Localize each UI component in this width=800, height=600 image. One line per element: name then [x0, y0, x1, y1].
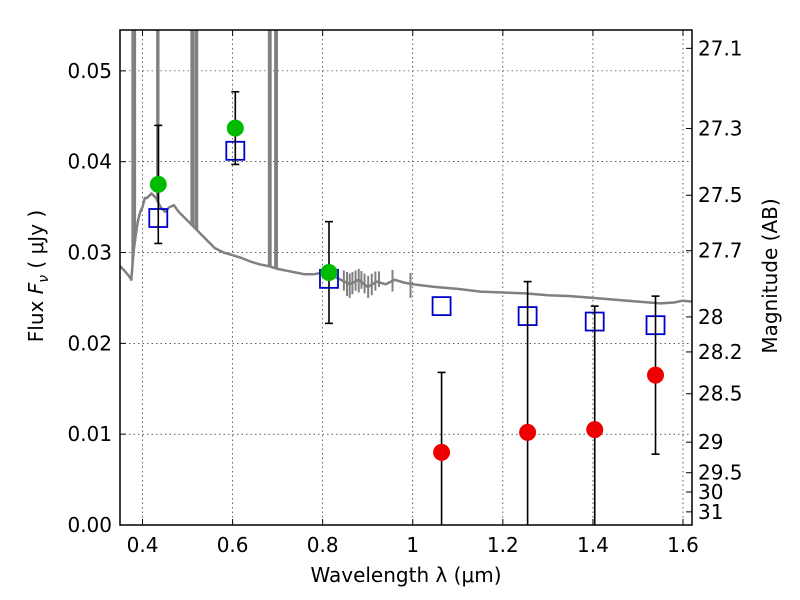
y-axis-title-suffix: ( μJy ) — [24, 210, 48, 275]
y-tick-label: 0.04 — [67, 150, 112, 174]
magnitude-tick-label: 29.5 — [698, 461, 743, 485]
y-axis-title-subscript: ν — [36, 275, 52, 283]
magnitude-axis-title: Magnitude (AB) — [758, 198, 782, 353]
magnitude-tick-label: 27.7 — [698, 239, 743, 263]
y-axis-title-symbol: F — [24, 282, 48, 294]
detection-point — [320, 264, 338, 282]
y-axis-title: Flux Fν ( μJy ) — [24, 210, 52, 342]
y-axis-title-prefix: Flux — [24, 294, 48, 342]
upper-limit-point — [586, 421, 604, 439]
detection-point — [226, 119, 244, 137]
magnitude-tick-label: 30 — [698, 480, 723, 504]
x-tick-label: 0.6 — [217, 533, 249, 557]
magnitude-tick-label: 28.2 — [698, 340, 743, 364]
data-points — [148, 90, 666, 525]
y-axis: 0.00 0.01 0.02 0.03 0.04 0.05 — [67, 59, 126, 537]
x-tick-label: 1 — [406, 533, 419, 557]
detection-point — [149, 175, 167, 193]
y-tick-label: 0.03 — [67, 241, 112, 265]
upper-limit-point — [647, 366, 665, 384]
plot-frame — [119, 29, 693, 526]
x-axis-title: Wavelength λ (μm) — [310, 563, 501, 587]
upper-limit-point — [433, 443, 451, 461]
x-tick-label: 0.8 — [307, 533, 339, 557]
magnitude-tick-label: 29 — [698, 430, 723, 454]
grid — [120, 30, 692, 526]
model-photometry-square — [431, 296, 452, 317]
magnitude-tick-label: 27.5 — [698, 183, 743, 207]
upper-limit-point — [519, 423, 537, 441]
magnitude-tick-label: 27.3 — [698, 117, 743, 141]
magnitude-tick-label: 27.1 — [698, 36, 743, 60]
y-tick-label: 0.02 — [67, 331, 112, 355]
x-tick-label: 1.6 — [667, 533, 699, 557]
x-axis: 0.4 0.6 0.8 1 1.2 1.4 1.6 — [127, 30, 699, 557]
x-tick-label: 1.2 — [487, 533, 519, 557]
magnitude-tick-label: 28 — [698, 305, 723, 329]
spectrum-continuum — [120, 192, 692, 305]
y-tick-label: 0.01 — [67, 422, 112, 446]
x-tick-label: 0.4 — [127, 533, 159, 557]
y-tick-label: 0.05 — [67, 59, 112, 83]
model-spectrum-line — [120, 30, 692, 305]
x-tick-label: 1.4 — [577, 533, 609, 557]
magnitude-tick-label: 28.5 — [698, 382, 743, 406]
y-tick-label: 0.00 — [67, 513, 112, 537]
magnitude-tick-label: 31 — [698, 500, 723, 524]
